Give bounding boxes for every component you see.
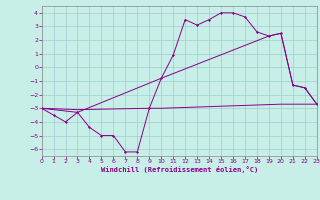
X-axis label: Windchill (Refroidissement éolien,°C): Windchill (Refroidissement éolien,°C) xyxy=(100,166,258,173)
